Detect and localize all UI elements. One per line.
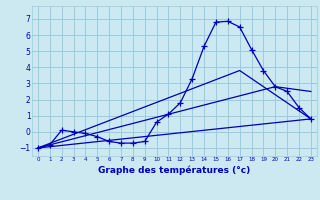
X-axis label: Graphe des températures (°c): Graphe des températures (°c) [98,165,251,175]
